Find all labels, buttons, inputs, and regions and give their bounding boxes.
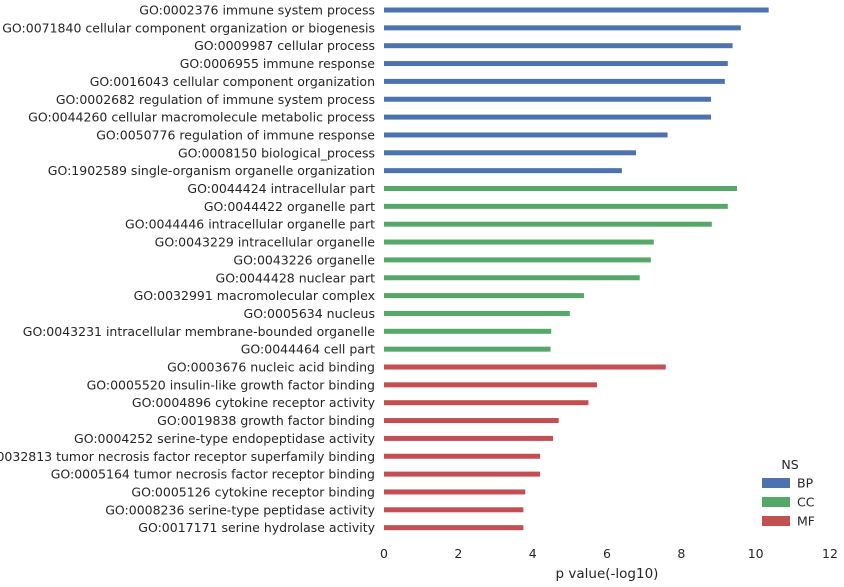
legend-label-mf: MF [797, 514, 815, 529]
category-label: GO:0008236 serine-type peptidase activit… [105, 502, 375, 517]
category-label: GO:0005126 cytokine receptor binding [131, 484, 375, 499]
category-labels-group: GO:0002376 immune system process GO:00718… [0, 3, 376, 536]
category-label: GO:0002682 regulation of immune system p… [56, 92, 375, 107]
category-label: GO:0044428 nuclear part [216, 270, 376, 285]
category-label: GO:0002376 immune system process [139, 3, 375, 18]
bar-mf [384, 489, 526, 495]
category-label: GO:0044464 cell part [241, 342, 375, 357]
category-label: GO:0004252 serine-type endopeptidase act… [74, 431, 376, 446]
legend-label-bp: BP [797, 476, 814, 491]
legend-entries: BP CC MF [762, 476, 815, 529]
bar-mf [384, 471, 541, 477]
bar-mf [384, 400, 589, 406]
bar-cc [384, 257, 651, 263]
category-label: GO:0016043 cellular component organizati… [90, 74, 375, 89]
x-tick-label: 4 [529, 546, 537, 561]
category-label: GO:0005164 tumor necrosis factor recepto… [51, 467, 375, 482]
bar-mf [384, 364, 666, 370]
category-label: GO:0044446 intracellular organelle part [125, 217, 375, 232]
category-label: GO:0032813 tumor necrosis factor recepto… [0, 449, 375, 464]
legend: NS BP CC MF [762, 457, 815, 529]
category-label: GO:0008150 biological_process [178, 145, 375, 160]
category-label: GO:0044424 intracellular part [187, 181, 375, 196]
bar-bp [384, 25, 741, 31]
category-label: GO:0032991 macromolecular complex [134, 288, 375, 303]
bar-bp [384, 7, 769, 13]
category-label: GO:0071840 cellular component organizati… [2, 20, 375, 35]
bar-mf [384, 525, 524, 531]
category-label: GO:0005520 insulin-like growth factor bi… [87, 377, 375, 392]
bar-bp [384, 43, 733, 49]
x-tick-label: 12 [822, 546, 838, 561]
bar-bp [384, 168, 622, 174]
category-label: GO:1902589 single-organism organelle org… [48, 163, 375, 178]
bar-mf [384, 453, 541, 459]
bar-mf [384, 418, 559, 424]
x-tick-label: 8 [677, 546, 685, 561]
bar-cc [384, 346, 551, 352]
bar-cc [384, 328, 552, 334]
bar-mf [384, 507, 524, 513]
bar-cc [384, 310, 570, 316]
x-tick-label: 10 [748, 546, 764, 561]
category-label: GO:0009987 cellular process [194, 38, 375, 53]
bar-cc [384, 203, 728, 209]
x-axis-title: p value(-log10) [556, 566, 659, 582]
category-label: GO:0050776 regulation of immune response [96, 127, 375, 142]
bar-cc [384, 239, 654, 245]
legend-title: NS [781, 457, 798, 472]
bar-bp [384, 61, 728, 67]
category-label: GO:0003676 nucleic acid binding [167, 360, 375, 375]
category-label: GO:0044422 organelle part [204, 199, 375, 214]
category-label: GO:0006955 immune response [180, 56, 376, 71]
bars-group [384, 7, 769, 531]
x-tick-label: 0 [380, 546, 388, 561]
bar-bp [384, 78, 725, 84]
bar-cc [384, 293, 584, 299]
category-label: GO:0043231 intracellular membrane-bounde… [23, 324, 376, 339]
category-label: GO:0043229 intracellular organelle [155, 235, 376, 250]
category-label: GO:0019838 growth factor binding [157, 413, 375, 428]
legend-swatch-cc [762, 497, 790, 507]
bar-mf [384, 435, 554, 441]
x-tick-labels-group: 0 2 4 6 8 10 12 [380, 546, 838, 561]
bar-cc [384, 186, 738, 191]
category-label: GO:0017171 serine hydrolase activity [138, 520, 375, 535]
x-tick-label: 2 [454, 546, 462, 561]
legend-swatch-mf [762, 516, 790, 526]
bar-cc [384, 221, 712, 227]
legend-label-cc: CC [797, 495, 815, 510]
x-tick-label: 6 [603, 546, 611, 561]
category-label: GO:0043226 organelle [233, 252, 375, 267]
bar-bp [384, 132, 668, 138]
category-label: GO:0044260 cellular macromolecule metabo… [28, 110, 375, 125]
bar-bp [384, 114, 712, 120]
legend-swatch-bp [762, 478, 790, 488]
bar-cc [384, 275, 640, 281]
bar-mf [384, 382, 597, 388]
category-label: GO:0004896 cytokine receptor activity [132, 395, 376, 410]
bar-bp [384, 150, 636, 156]
bar-bp [384, 96, 712, 102]
category-label: GO:0005634 nucleus [244, 306, 375, 321]
